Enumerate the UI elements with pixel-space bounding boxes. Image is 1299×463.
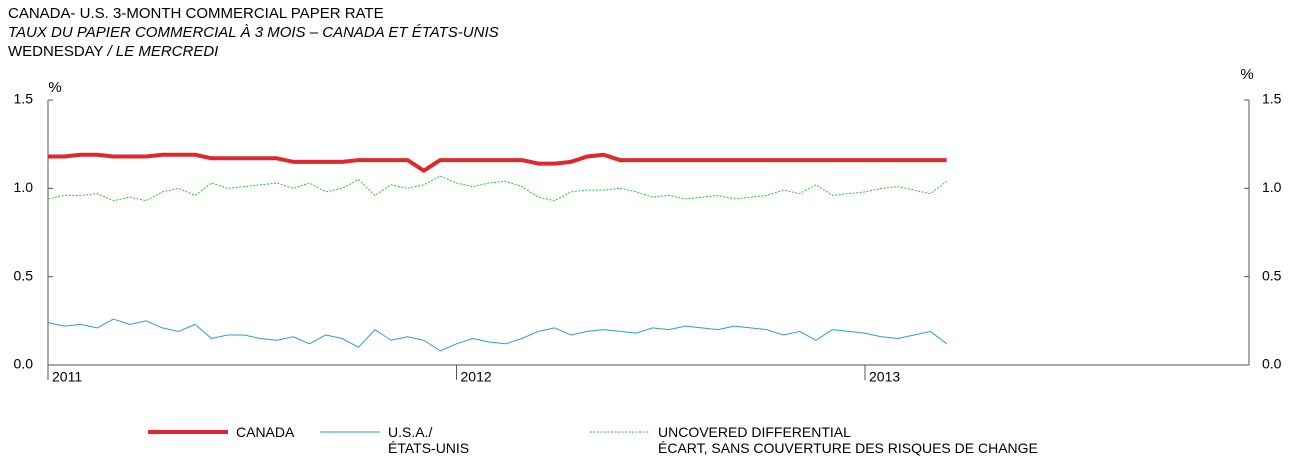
note-en: WEDNESDAY bbox=[8, 43, 104, 60]
y2-tick-label: 0.5 bbox=[1262, 267, 1282, 283]
x-tick-label: 2013 bbox=[869, 369, 900, 385]
y2-tick-label: 1.5 bbox=[1262, 91, 1282, 107]
legend-label: UNCOVERED DIFFERENTIAL ÉCART, SANS COUVE… bbox=[658, 424, 1038, 456]
series-line bbox=[47, 318, 948, 352]
x-tick-label: 2012 bbox=[461, 369, 492, 385]
y-tick-label: 1.5 bbox=[14, 91, 34, 107]
series-line bbox=[47, 175, 948, 202]
y-unit: % bbox=[48, 79, 61, 96]
x-tick-label: 2011 bbox=[52, 369, 82, 385]
chart-title: CANADA- U.S. 3-MONTH COMMERCIAL PAPER RA… bbox=[8, 5, 384, 22]
y-tick-label: 1.0 bbox=[14, 179, 34, 195]
chart-note: WEDNESDAY / LE MERCREDI bbox=[8, 43, 218, 60]
y-tick-label: 0.0 bbox=[14, 356, 34, 372]
y2-tick-label: 1.0 bbox=[1262, 179, 1282, 195]
legend-label: CANADA bbox=[236, 424, 295, 440]
legend-label: U.S.A./ ÉTATS-UNIS bbox=[388, 424, 470, 456]
series-line bbox=[48, 152, 947, 173]
y-tick-label: 0.5 bbox=[14, 267, 34, 283]
y2-unit: % bbox=[1240, 66, 1253, 83]
y2-tick-label: 0.0 bbox=[1262, 356, 1282, 372]
note-fr: / LE MERCREDI bbox=[106, 43, 218, 60]
chart-subtitle: TAUX DU PAPIER COMMERCIAL À 3 MOIS – CAN… bbox=[8, 24, 499, 41]
